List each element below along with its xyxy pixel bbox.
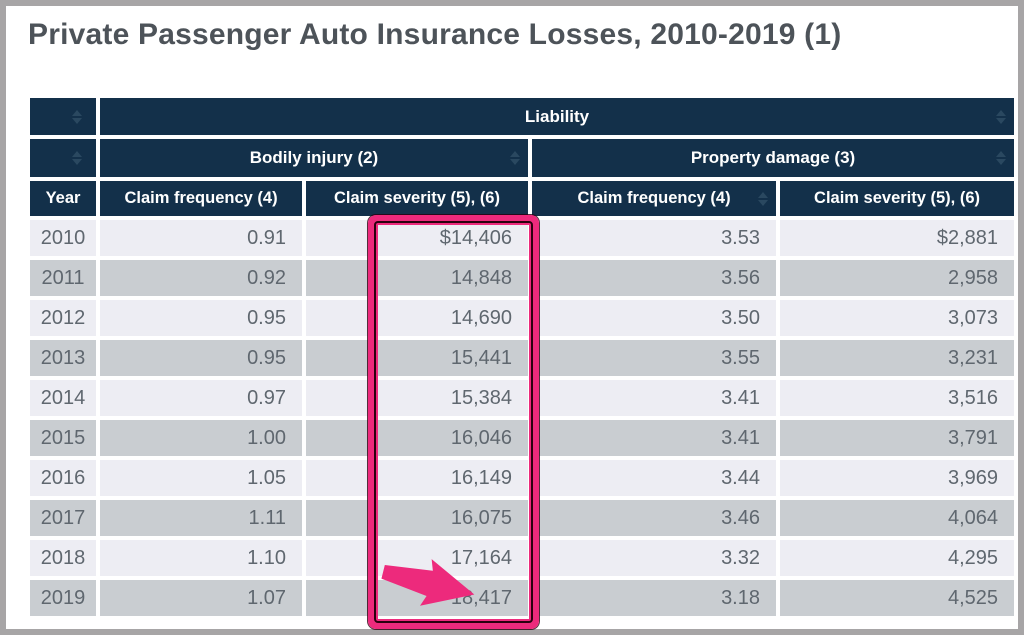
year-cell: 2014 [28,378,98,418]
sort-icon [510,151,520,165]
header-label-bodily-injury: Bodily injury (2) [249,148,379,167]
sort-icon [72,109,82,124]
bi-claim-frequency-cell: 1.05 [98,458,304,498]
pd-claim-severity-cell: 4,295 [778,538,1017,578]
year-cell: 2012 [28,298,98,338]
pd-claim-severity-cell: 4,064 [778,498,1017,538]
bi-claim-severity-cell: 18,417 [304,578,530,618]
pd-claim-frequency-cell: 3.41 [530,418,778,458]
header-cell-liability[interactable]: Liability [98,96,1017,137]
bi-claim-severity-cell: 15,384 [304,378,530,418]
header-cell-property-damage[interactable]: Property damage (3) [530,137,1017,179]
year-cell: 2017 [28,498,98,538]
pd-claim-frequency-cell: 3.53 [530,218,778,258]
pd-claim-frequency-cell: 3.50 [530,298,778,338]
year-cell: 2018 [28,538,98,578]
pd-claim-severity-cell: 3,073 [778,298,1017,338]
pd-claim-frequency-cell: 3.56 [530,258,778,298]
table-row: 2012 0.95 14,690 3.50 3,073 [28,298,1017,338]
pd-claim-severity-cell: 3,969 [778,458,1017,498]
pd-claim-frequency-cell: 3.32 [530,538,778,578]
sort-icon [758,191,768,206]
header-label-property-damage: Property damage (3) [690,148,856,167]
bi-claim-frequency-cell: 0.95 [98,298,304,338]
bi-claim-severity-cell: 16,149 [304,458,530,498]
header-label-pd-claim-frequency: Claim frequency (4) [577,189,731,207]
table-row: 2014 0.97 15,384 3.41 3,516 [28,378,1017,418]
table-row: 2016 1.05 16,149 3.44 3,969 [28,458,1017,498]
pd-claim-severity-cell: 3,231 [778,338,1017,378]
bi-claim-frequency-cell: 1.10 [98,538,304,578]
bi-claim-frequency-cell: 1.11 [98,498,304,538]
year-cell: 2010 [28,218,98,258]
sort-icon [996,109,1007,124]
pd-claim-severity-cell: 2,958 [778,258,1017,298]
year-cell: 2013 [28,338,98,378]
header-cell-bodily-injury[interactable]: Bodily injury (2) [98,137,530,179]
bi-claim-severity-cell: 16,046 [304,418,530,458]
year-cell: 2016 [28,458,98,498]
header-row-columns: Year Claim frequency (4) Claim severity … [28,179,1017,218]
pd-claim-frequency-cell: 3.55 [530,338,778,378]
page: Private Passenger Auto Insurance Losses,… [6,6,1018,629]
bi-claim-severity-cell: 15,441 [304,338,530,378]
header-cell-bi-claim-severity: Claim severity (5), (6) [304,179,530,218]
bi-claim-severity-cell: 17,164 [304,538,530,578]
header-row-coverage: Bodily injury (2) Property damage (3) [28,137,1017,179]
pd-claim-severity-cell: $2,881 [778,218,1017,258]
page-title: Private Passenger Auto Insurance Losses,… [28,18,842,51]
bi-claim-severity-cell: 14,690 [304,298,530,338]
pd-claim-frequency-cell: 3.46 [530,498,778,538]
bi-claim-frequency-cell: 1.07 [98,578,304,618]
pd-claim-frequency-cell: 3.18 [530,578,778,618]
header-cell-year-spacer-2[interactable] [28,137,98,179]
header-cell-pd-claim-frequency[interactable]: Claim frequency (4) [530,179,778,218]
table-row: 2017 1.11 16,075 3.46 4,064 [28,498,1017,538]
bi-claim-frequency-cell: 0.95 [98,338,304,378]
header-cell-year: Year [28,179,98,218]
pd-claim-severity-cell: 4,525 [778,578,1017,618]
bi-claim-frequency-cell: 1.00 [98,418,304,458]
header-cell-bi-claim-frequency: Claim frequency (4) [98,179,304,218]
table-row: 2013 0.95 15,441 3.55 3,231 [28,338,1017,378]
table-row: 2015 1.00 16,046 3.41 3,791 [28,418,1017,458]
pd-claim-frequency-cell: 3.41 [530,378,778,418]
table-row: 2018 1.10 17,164 3.32 4,295 [28,538,1017,578]
pd-claim-severity-cell: 3,791 [778,418,1017,458]
pd-claim-severity-cell: 3,516 [778,378,1017,418]
table-row: 2010 0.91 $14,406 3.53 $2,881 [28,218,1017,258]
table-body: 2010 0.91 $14,406 3.53 $2,881 2011 0.92 14,848 3… [28,218,1017,618]
bi-claim-severity-cell: $14,406 [304,218,530,258]
bi-claim-frequency-cell: 0.97 [98,378,304,418]
header-cell-year-spacer[interactable] [28,96,98,137]
year-cell: 2019 [28,578,98,618]
year-cell: 2011 [28,258,98,298]
bi-claim-frequency-cell: 0.91 [98,218,304,258]
year-cell: 2015 [28,418,98,458]
header-label-liability: Liability [524,106,590,126]
insurance-losses-table: Liability Bodily injury (2) Property dam… [28,96,1017,618]
bi-claim-severity-cell: 14,848 [304,258,530,298]
bi-claim-severity-cell: 16,075 [304,498,530,538]
sort-icon [996,151,1007,165]
pd-claim-frequency-cell: 3.44 [530,458,778,498]
table-header: Liability Bodily injury (2) Property dam… [28,96,1017,218]
header-cell-pd-claim-severity: Claim severity (5), (6) [778,179,1017,218]
bi-claim-frequency-cell: 0.92 [98,258,304,298]
table-row: 2019 1.07 18,417 3.18 4,525 [28,578,1017,618]
table-row: 2011 0.92 14,848 3.56 2,958 [28,258,1017,298]
header-row-liability: Liability [28,96,1017,137]
sort-icon [72,151,82,165]
